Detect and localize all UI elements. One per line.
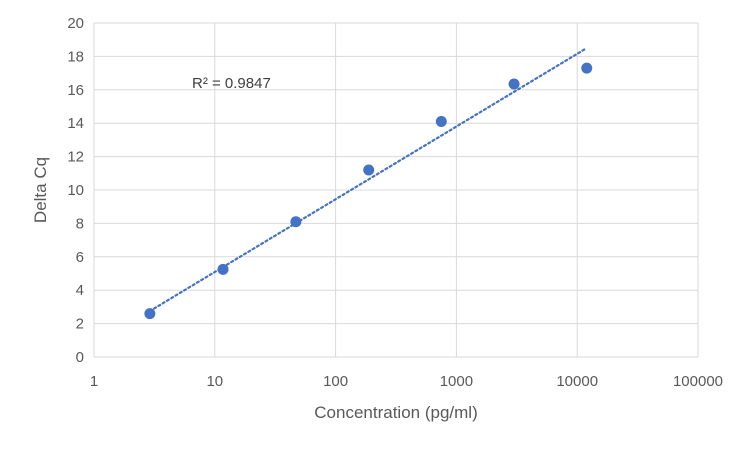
- x-tick-label: 1000: [440, 373, 473, 390]
- data-point: [508, 78, 520, 90]
- y-tick-label: 4: [76, 282, 84, 299]
- x-tick-label: 10000: [556, 373, 598, 390]
- data-point: [144, 308, 156, 320]
- y-tick-label: 6: [76, 249, 84, 266]
- data-point: [363, 164, 375, 176]
- tick-labels: 0 2 4 6 8 10 12 14 16 18 20 1 10 100 1000 10000 100000: [67, 15, 723, 390]
- x-tick-label: 100: [323, 373, 348, 390]
- y-tick-label: 0: [76, 349, 84, 366]
- y-tick-label: 12: [67, 149, 84, 166]
- y-tick-label: 8: [76, 215, 84, 232]
- data-point: [217, 263, 229, 275]
- data-point: [435, 116, 447, 128]
- y-axis-title: Delta Cq: [31, 157, 50, 223]
- x-tick-label: 1: [90, 373, 98, 390]
- x-axis-title: Concentration (pg/ml): [314, 403, 477, 422]
- y-tick-label: 14: [67, 115, 84, 132]
- x-tick-label: 10: [206, 373, 223, 390]
- x-tick-label: 100000: [673, 373, 723, 390]
- y-tick-label: 18: [67, 48, 84, 65]
- y-tick-label: 2: [76, 316, 84, 333]
- data-point: [290, 216, 302, 228]
- y-tick-label: 20: [67, 15, 84, 32]
- data-point: [581, 62, 593, 74]
- r-squared-annotation: R² = 0.9847: [192, 75, 271, 92]
- y-tick-label: 10: [67, 182, 84, 199]
- y-tick-label: 16: [67, 82, 84, 99]
- gridlines: [93, 22, 699, 358]
- data-points: [144, 62, 593, 320]
